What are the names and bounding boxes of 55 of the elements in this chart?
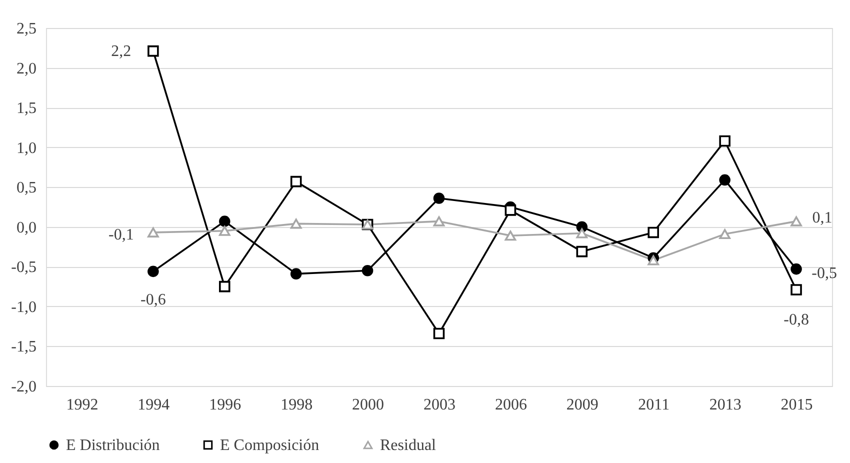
x-tick-label: 1992 — [66, 396, 98, 414]
y-tick-label: 1,5 — [16, 100, 36, 118]
point — [218, 216, 230, 227]
x-tick-label: 2000 — [352, 396, 384, 414]
x-tick-label: 2011 — [638, 396, 670, 414]
point — [290, 218, 302, 229]
y-tick-label: 0,5 — [16, 180, 36, 197]
point — [790, 216, 802, 226]
y-tick-label: -1,0 — [11, 298, 36, 316]
point — [218, 226, 230, 236]
y-tick-label: 0,0 — [16, 219, 36, 236]
data-label: -0,6 — [140, 291, 166, 308]
point — [790, 263, 802, 275]
point — [576, 228, 588, 238]
x-tick-label: 2015 — [780, 396, 813, 414]
point — [362, 265, 374, 276]
legend-label: Residual — [380, 437, 437, 454]
data-label: -0,5 — [812, 265, 837, 282]
point — [504, 230, 516, 241]
x-tick-label: 2013 — [709, 396, 742, 414]
point — [148, 227, 159, 238]
legend-label: E Composición — [220, 437, 320, 454]
point — [290, 176, 302, 188]
y-tick-label: 2,5 — [16, 20, 36, 38]
point — [576, 246, 588, 258]
y-tick-label: 1,0 — [16, 140, 36, 157]
point — [719, 135, 730, 147]
y-tick-label: 2,0 — [16, 60, 36, 78]
y-tick-label: -1,5 — [11, 338, 36, 356]
x-tick-label: 2003 — [424, 396, 456, 414]
point — [648, 226, 660, 238]
x-tick-label: 1994 — [138, 396, 170, 414]
point — [719, 229, 730, 240]
point — [433, 192, 445, 204]
point — [148, 45, 159, 57]
point — [790, 284, 802, 296]
data-label: 2,2 — [111, 43, 132, 60]
point — [648, 255, 660, 266]
point — [218, 280, 230, 292]
point — [719, 174, 730, 186]
point — [290, 268, 302, 280]
y-tick-label: -2,0 — [11, 378, 36, 396]
point — [433, 216, 445, 226]
point — [433, 328, 445, 340]
y-tick-label: -0,5 — [11, 259, 36, 276]
x-tick-label: 1998 — [280, 396, 313, 414]
data-label: -0,8 — [784, 312, 809, 329]
x-tick-label: 2009 — [566, 396, 598, 414]
data-label: -0,1 — [108, 226, 134, 244]
data-label: 0,1 — [812, 209, 832, 226]
x-tick-label: 1996 — [209, 396, 242, 414]
point — [504, 204, 516, 216]
point — [148, 266, 159, 278]
legend-label: E Distribución — [66, 437, 160, 454]
x-tick-label: 2006 — [494, 396, 527, 414]
